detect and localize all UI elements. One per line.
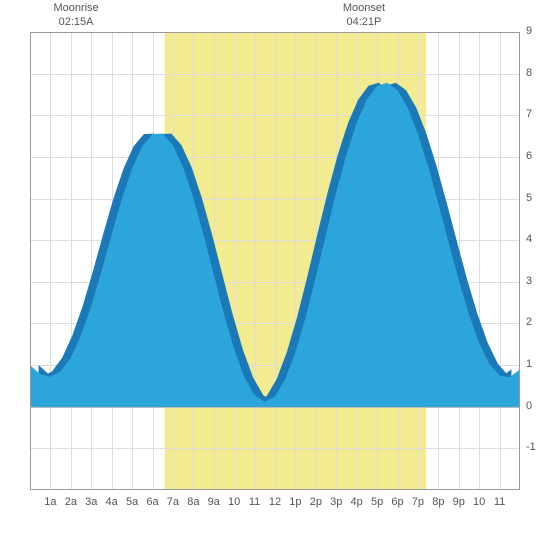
x-tick-label: 2a	[65, 496, 77, 508]
y-tick-label: 7	[526, 108, 532, 120]
tide-chart	[0, 0, 550, 550]
x-tick-label: 8p	[432, 496, 444, 508]
y-tick-label: 9	[526, 25, 532, 37]
x-tick-label: 5a	[126, 496, 138, 508]
x-tick-label: 10	[473, 496, 485, 508]
x-tick-label: 1p	[289, 496, 301, 508]
y-tick-label: 5	[526, 192, 532, 204]
x-tick-label: 8a	[187, 496, 199, 508]
x-tick-label: 5p	[371, 496, 383, 508]
y-tick-label: 6	[526, 150, 532, 162]
x-tick-label: 11	[494, 496, 505, 508]
x-tick-label: 6p	[391, 496, 403, 508]
moonset-label: Moonset04:21P	[343, 2, 385, 30]
x-tick-label: 9p	[453, 496, 465, 508]
x-tick-label: 7a	[167, 496, 179, 508]
x-tick-label: 4p	[351, 496, 363, 508]
x-tick-label: 6a	[146, 496, 158, 508]
x-tick-label: 1a	[44, 496, 56, 508]
y-tick-label: 8	[526, 67, 532, 79]
x-tick-label: 9a	[208, 496, 220, 508]
y-tick-label: 3	[526, 275, 532, 287]
y-tick-label: -1	[526, 441, 536, 453]
x-tick-label: 10	[228, 496, 240, 508]
moonrise-label: Moonrise02:15A	[53, 2, 98, 30]
y-tick-label: 4	[526, 233, 532, 245]
x-tick-label: 3a	[85, 496, 97, 508]
x-tick-label: 3p	[330, 496, 342, 508]
y-tick-label: 1	[526, 358, 532, 370]
x-tick-label: 7p	[412, 496, 424, 508]
x-tick-label: 4a	[106, 496, 118, 508]
x-tick-label: 11	[249, 496, 260, 508]
x-tick-label: 2p	[310, 496, 322, 508]
y-tick-label: 2	[526, 316, 532, 328]
x-tick-label: 12	[269, 496, 281, 508]
y-tick-label: 0	[526, 400, 532, 412]
